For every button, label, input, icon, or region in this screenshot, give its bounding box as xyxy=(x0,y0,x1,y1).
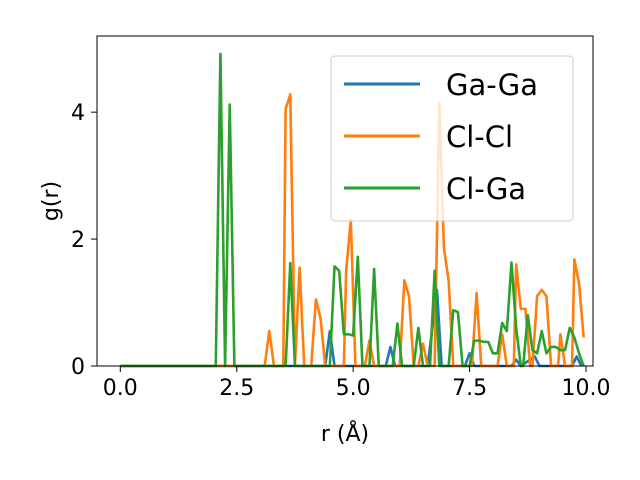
y-tick-label: 4 xyxy=(71,101,85,126)
x-tick-label: 10.0 xyxy=(562,376,611,401)
x-tick-label: 5.0 xyxy=(336,376,371,401)
y-tick-label: 0 xyxy=(71,355,85,380)
legend-label-cl-cl: Cl-Cl xyxy=(446,120,513,154)
x-axis-ticks: 0.0 2.5 5.0 7.5 10.0 xyxy=(103,366,611,401)
y-axis-ticks: 0 2 4 xyxy=(71,101,97,380)
y-tick-label: 2 xyxy=(71,228,85,253)
legend-box xyxy=(330,55,574,222)
legend-label-cl-ga: Cl-Ga xyxy=(446,172,526,206)
legend: Ga-Ga Cl-Cl Cl-Ga xyxy=(330,55,574,222)
x-tick-label: 0.0 xyxy=(103,376,138,401)
y-axis-label: g(r) xyxy=(39,181,64,221)
plot-frame xyxy=(96,35,594,367)
x-tick-label: 7.5 xyxy=(452,376,487,401)
legend-label-ga-ga: Ga-Ga xyxy=(446,68,538,102)
x-tick-label: 2.5 xyxy=(219,376,254,401)
x-axis-label: r (Å) xyxy=(321,420,369,447)
